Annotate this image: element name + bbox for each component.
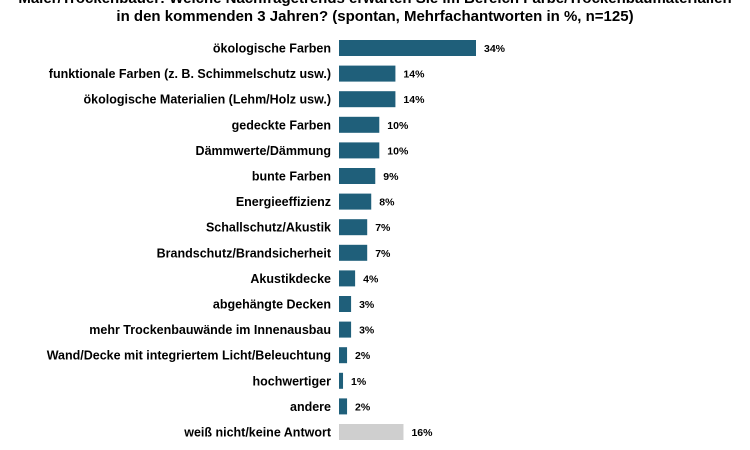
bar (339, 321, 352, 338)
value-label: 10% (387, 145, 409, 157)
bar (339, 347, 348, 364)
bar (339, 91, 396, 108)
value-label: 2% (355, 401, 371, 413)
value-label: 14% (403, 94, 425, 106)
category-label: Schallschutz/Akustik (206, 221, 331, 235)
category-label: Brandschutz/Brandsicherheit (157, 246, 332, 260)
chart-title-line-2: in den kommenden 3 Jahren? (spontan, Meh… (116, 8, 634, 25)
category-label: bunte Farben (252, 170, 331, 184)
value-label: 10% (387, 120, 409, 132)
value-label: 3% (359, 325, 375, 337)
value-label: 8% (379, 197, 395, 209)
bar (339, 142, 380, 159)
category-label: abgehängte Decken (213, 298, 331, 312)
bar (339, 270, 356, 287)
value-label: 3% (359, 299, 375, 311)
value-label: 34% (484, 43, 506, 55)
value-label: 14% (403, 69, 425, 81)
value-label: 7% (375, 248, 391, 260)
value-label: 7% (375, 222, 391, 234)
category-label: Wand/Decke mit integriertem Licht/Beleuc… (47, 349, 331, 363)
category-label: ökologische Farben (213, 42, 331, 56)
bar-no-answer (339, 424, 404, 440)
category-label: mehr Trockenbauwände im Innenausbau (89, 323, 331, 337)
chart-title-line-1: Maler/Trockenbauer: Welche Nachfragetren… (0, 0, 750, 8)
category-label: funktionale Farben (z. B. Schimmelschutz… (49, 67, 331, 81)
value-label: 16% (411, 427, 433, 439)
category-label: andere (290, 400, 331, 414)
category-label: weiß nicht/keine Antwort (183, 426, 332, 440)
bar (339, 193, 372, 210)
category-label: Energieeffizienz (236, 195, 331, 209)
bar (339, 116, 380, 133)
category-label: ökologische Materialien (Lehm/Holz usw.) (84, 93, 332, 107)
category-label: Akustikdecke (250, 272, 331, 286)
category-label: hochwertiger (253, 374, 332, 388)
category-label: Dämmwerte/Dämmung (196, 144, 331, 158)
value-label: 9% (383, 171, 399, 183)
bar (339, 398, 348, 415)
bar (339, 372, 344, 389)
bar (339, 40, 476, 56)
bar (339, 296, 352, 312)
bar (339, 168, 376, 184)
value-label: 2% (355, 350, 371, 362)
value-label: 4% (363, 273, 379, 285)
bar (339, 219, 368, 236)
bar (339, 244, 368, 261)
bar (339, 65, 396, 82)
category-label: gedeckte Farben (232, 118, 331, 132)
value-label: 1% (351, 376, 367, 388)
